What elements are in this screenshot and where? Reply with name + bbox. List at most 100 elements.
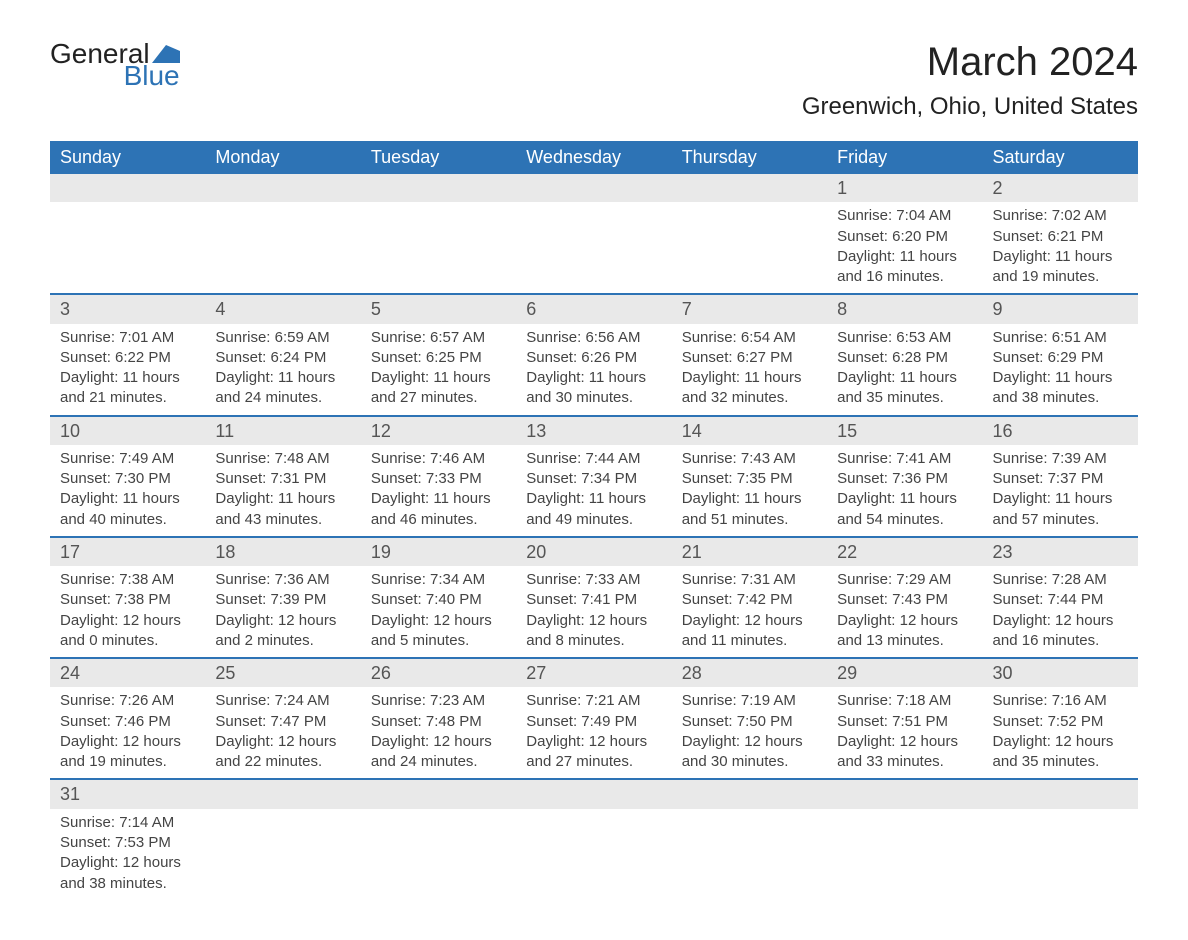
day-sr: Sunrise: 6:59 AM (215, 328, 350, 348)
day-ss: Sunset: 7:41 PM (526, 590, 661, 610)
day-ss: Sunset: 7:33 PM (371, 469, 506, 489)
day-number-cell (50, 174, 205, 202)
day-number: 17 (60, 542, 80, 562)
day-number-cell: 30 (983, 658, 1138, 687)
day-ss: Sunset: 7:47 PM (215, 712, 350, 732)
day-ss: Sunset: 7:34 PM (526, 469, 661, 489)
day-info-cell: Sunrise: 6:56 AMSunset: 6:26 PMDaylight:… (516, 324, 671, 416)
day-d2: and 0 minutes. (60, 631, 195, 651)
day-d1: Daylight: 11 hours (682, 489, 817, 509)
day-sr: Sunrise: 7:21 AM (526, 691, 661, 711)
day-number-cell: 28 (672, 658, 827, 687)
day-sr: Sunrise: 7:02 AM (993, 206, 1128, 226)
day-number-cell: 27 (516, 658, 671, 687)
day-d1: Daylight: 11 hours (993, 368, 1128, 388)
day-info-cell: Sunrise: 6:59 AMSunset: 6:24 PMDaylight:… (205, 324, 360, 416)
week-5-info-row: Sunrise: 7:14 AMSunset: 7:53 PMDaylight:… (50, 809, 1138, 900)
day-sr: Sunrise: 7:26 AM (60, 691, 195, 711)
day-info-cell: Sunrise: 7:21 AMSunset: 7:49 PMDaylight:… (516, 687, 671, 779)
day-info-cell (827, 809, 982, 900)
week-4-daynum-row: 24 25 26 27 28 29 30 (50, 658, 1138, 687)
day-info-cell: Sunrise: 7:49 AMSunset: 7:30 PMDaylight:… (50, 445, 205, 537)
day-number: 1 (837, 178, 847, 198)
day-number: 29 (837, 663, 857, 683)
day-info-cell: Sunrise: 7:23 AMSunset: 7:48 PMDaylight:… (361, 687, 516, 779)
day-d1: Daylight: 11 hours (215, 368, 350, 388)
day-d1: Daylight: 12 hours (371, 732, 506, 752)
day-number: 23 (993, 542, 1013, 562)
day-number-cell: 6 (516, 294, 671, 323)
day-number: 21 (682, 542, 702, 562)
day-number: 6 (526, 299, 536, 319)
day-info-cell (361, 202, 516, 294)
day-d1: Daylight: 12 hours (60, 853, 195, 873)
day-d2: and 13 minutes. (837, 631, 972, 651)
day-d2: and 54 minutes. (837, 510, 972, 530)
day-number: 11 (215, 421, 234, 441)
day-d2: and 11 minutes. (682, 631, 817, 651)
day-number: 27 (526, 663, 546, 683)
day-d1: Daylight: 11 hours (215, 489, 350, 509)
day-d2: and 16 minutes. (837, 267, 972, 287)
day-number-cell: 24 (50, 658, 205, 687)
day-d1: Daylight: 12 hours (682, 611, 817, 631)
day-ss: Sunset: 6:25 PM (371, 348, 506, 368)
day-info-cell: Sunrise: 7:01 AMSunset: 6:22 PMDaylight:… (50, 324, 205, 416)
day-number-cell: 1 (827, 174, 982, 202)
day-ss: Sunset: 7:36 PM (837, 469, 972, 489)
day-ss: Sunset: 6:22 PM (60, 348, 195, 368)
day-ss: Sunset: 7:49 PM (526, 712, 661, 732)
day-ss: Sunset: 6:20 PM (837, 227, 972, 247)
day-number-cell: 23 (983, 537, 1138, 566)
day-ss: Sunset: 6:29 PM (993, 348, 1128, 368)
day-number-cell: 16 (983, 416, 1138, 445)
day-sr: Sunrise: 7:18 AM (837, 691, 972, 711)
day-ss: Sunset: 7:42 PM (682, 590, 817, 610)
day-info-cell: Sunrise: 7:29 AMSunset: 7:43 PMDaylight:… (827, 566, 982, 658)
day-info-cell: Sunrise: 7:44 AMSunset: 7:34 PMDaylight:… (516, 445, 671, 537)
day-number-cell: 5 (361, 294, 516, 323)
day-info-cell: Sunrise: 7:39 AMSunset: 7:37 PMDaylight:… (983, 445, 1138, 537)
day-number-cell (361, 174, 516, 202)
day-number-cell: 26 (361, 658, 516, 687)
day-d2: and 30 minutes. (526, 388, 661, 408)
day-number: 2 (993, 178, 1003, 198)
day-d2: and 21 minutes. (60, 388, 195, 408)
day-info-cell: Sunrise: 7:04 AMSunset: 6:20 PMDaylight:… (827, 202, 982, 294)
day-d2: and 43 minutes. (215, 510, 350, 530)
day-number-cell: 18 (205, 537, 360, 566)
day-number: 22 (837, 542, 857, 562)
day-d2: and 57 minutes. (993, 510, 1128, 530)
day-sr: Sunrise: 7:29 AM (837, 570, 972, 590)
week-5-daynum-row: 31 (50, 779, 1138, 808)
day-d2: and 32 minutes. (682, 388, 817, 408)
day-ss: Sunset: 6:28 PM (837, 348, 972, 368)
day-number-cell (516, 174, 671, 202)
day-sr: Sunrise: 7:48 AM (215, 449, 350, 469)
day-info-cell: Sunrise: 7:43 AMSunset: 7:35 PMDaylight:… (672, 445, 827, 537)
day-d1: Daylight: 11 hours (837, 247, 972, 267)
day-number-cell (983, 779, 1138, 808)
day-ss: Sunset: 7:48 PM (371, 712, 506, 732)
logo-word-2: Blue (124, 62, 180, 90)
day-number: 25 (215, 663, 235, 683)
day-d1: Daylight: 12 hours (526, 732, 661, 752)
day-info-cell: Sunrise: 7:28 AMSunset: 7:44 PMDaylight:… (983, 566, 1138, 658)
day-sr: Sunrise: 7:19 AM (682, 691, 817, 711)
week-3-info-row: Sunrise: 7:38 AMSunset: 7:38 PMDaylight:… (50, 566, 1138, 658)
day-ss: Sunset: 7:30 PM (60, 469, 195, 489)
day-number-cell: 12 (361, 416, 516, 445)
day-number-cell: 4 (205, 294, 360, 323)
day-sr: Sunrise: 7:16 AM (993, 691, 1128, 711)
day-d1: Daylight: 11 hours (526, 368, 661, 388)
day-info-cell: Sunrise: 7:18 AMSunset: 7:51 PMDaylight:… (827, 687, 982, 779)
day-number-cell (516, 779, 671, 808)
day-number: 31 (60, 784, 80, 804)
week-2-daynum-row: 10111213141516 (50, 416, 1138, 445)
day-sr: Sunrise: 7:41 AM (837, 449, 972, 469)
title-block: March 2024 Greenwich, Ohio, United State… (802, 40, 1138, 121)
day-ss: Sunset: 7:53 PM (60, 833, 195, 853)
day-ss: Sunset: 7:46 PM (60, 712, 195, 732)
day-number-cell (672, 174, 827, 202)
day-ss: Sunset: 7:51 PM (837, 712, 972, 732)
